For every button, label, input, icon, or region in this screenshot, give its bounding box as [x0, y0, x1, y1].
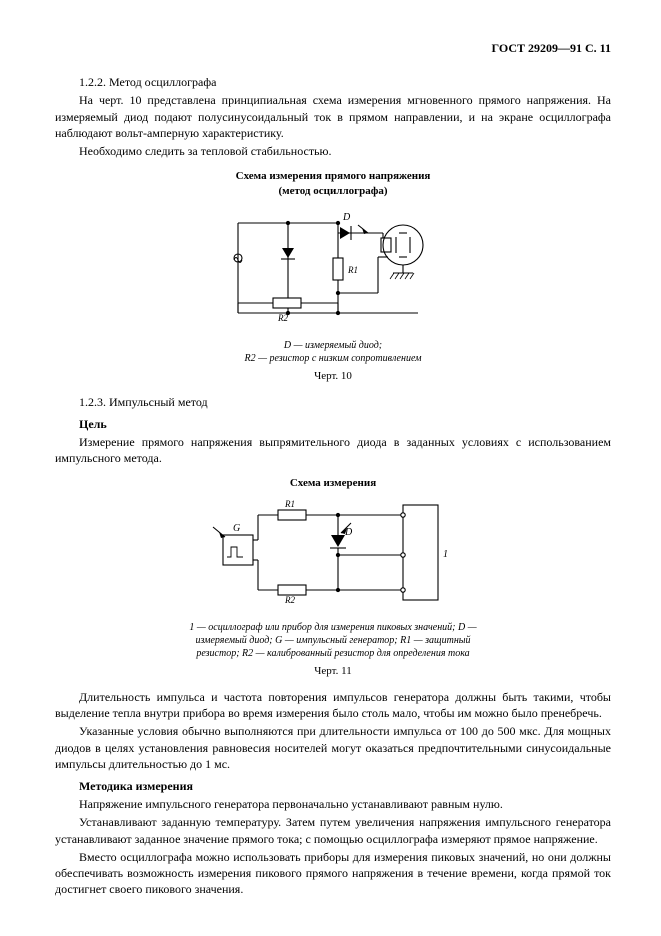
page-header: ГОСТ 29209—91 С. 11 — [55, 40, 611, 56]
body-p1: Длительность импульса и частота повторен… — [55, 689, 611, 721]
fig10-label-R1: R1 — [347, 265, 358, 275]
body-p5: Вместо осциллографа можно использовать п… — [55, 849, 611, 898]
goal-text: Измерение прямого напряжения выпрямитель… — [55, 434, 611, 466]
fig10-title-line1: Схема измерения прямого напряжения — [236, 170, 431, 182]
fig11-title: Схема измерения — [55, 476, 611, 491]
body-p4: Устанавливают заданную температуру. Зате… — [55, 814, 611, 846]
fig10-caption-line2: R2 — резистор с низким сопротивлением — [244, 353, 421, 364]
fig11-label: Черт. 11 — [55, 664, 611, 679]
fig10-title-line2: (метод осциллографа) — [278, 185, 387, 197]
fig11-label-G: G — [233, 523, 240, 534]
fig10-title: Схема измерения прямого напряжения (мето… — [55, 169, 611, 199]
fig11-label-R1: R1 — [284, 499, 295, 509]
body-p3: Напряжение импульсного генератора первон… — [55, 796, 611, 812]
fig10-label-D: D — [342, 212, 351, 223]
fig11-label-R2: R2 — [284, 595, 295, 605]
para-122-2: Необходимо следить за тепловой стабильно… — [55, 143, 611, 159]
body-p2: Указанные условия обычно выполняются при… — [55, 723, 611, 772]
page: ГОСТ 29209—91 С. 11 1.2.2. Метод осцилло… — [0, 0, 661, 929]
fig10-caption: D — измеряемый диод; R2 — резистор с низ… — [183, 339, 483, 365]
fig11-schematic: G R1 R2 D — [203, 495, 463, 615]
goal-head: Цель — [55, 416, 611, 432]
fig10-label: Черт. 10 — [55, 369, 611, 384]
fig10-caption-line1: D — измеряемый диод; — [284, 340, 382, 351]
section-122-title: 1.2.2. Метод осциллографа — [55, 74, 611, 90]
fig11-caption: 1 — осциллограф или прибор для измерения… — [183, 621, 483, 660]
fig11-label-1: 1 — [443, 549, 448, 560]
method-head: Методика измерения — [55, 778, 611, 794]
section-123-title: 1.2.3. Импульсный метод — [55, 394, 611, 410]
fig10-schematic: D — [218, 203, 448, 333]
para-122-1: На черт. 10 представлена принципиальная … — [55, 92, 611, 141]
